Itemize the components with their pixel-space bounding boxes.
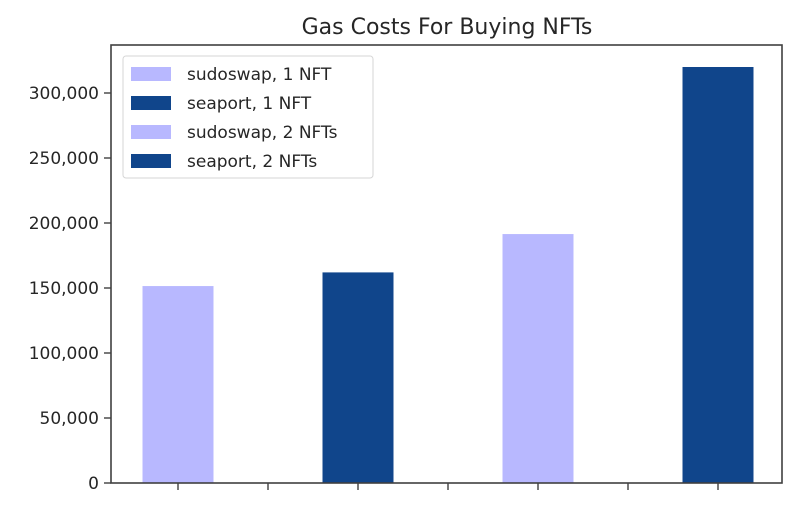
bar-sudoswap-2-nfts: sudoswap, 2 NFTs: 191,500 [502,234,574,483]
legend: sudoswap, 1 NFT seaport, 1 NFT sudoswap, 2… [122,55,374,179]
bar-seaport-1-nft: seaport, 1 NFT: 162,000 [322,272,394,483]
y-tick-label: 50,000 [40,409,99,429]
legend-label: seaport, 1 NFT [187,94,312,114]
legend-swatch [131,125,171,139]
legend-swatch [131,67,171,81]
bar-series: sudoswap, 1 NFT: 151,500 seaport, 1 NFT: … [142,67,754,483]
legend-swatch [131,154,171,168]
y-tick-label: 300,000 [29,84,99,104]
chart-title: Gas Costs For Buying NFTs [302,15,593,40]
y-tick-label: 150,000 [29,279,99,299]
y-axis-ticks: 0 50,000 100,000 150,000 200,000 250,000 300,0… [29,84,111,494]
axes-frame [110,44,783,484]
legend-swatch [131,96,171,110]
y-tick-label: 200,000 [29,214,99,234]
x-axis-ticks [177,483,719,490]
legend-label: sudoswap, 1 NFT [187,65,332,85]
legend-label: seaport, 2 NFTs [187,152,317,172]
y-tick-label: 250,000 [29,149,99,169]
legend-box [122,55,374,179]
y-tick-label: 100,000 [29,344,99,364]
bar-seaport-2-nfts: seaport, 2 NFTs: 320,000 [682,67,754,483]
y-tick-label: 0 [88,474,99,494]
legend-label: sudoswap, 2 NFTs [187,123,338,143]
bar-sudoswap-1-nft: sudoswap, 1 NFT: 151,500 [142,286,214,483]
